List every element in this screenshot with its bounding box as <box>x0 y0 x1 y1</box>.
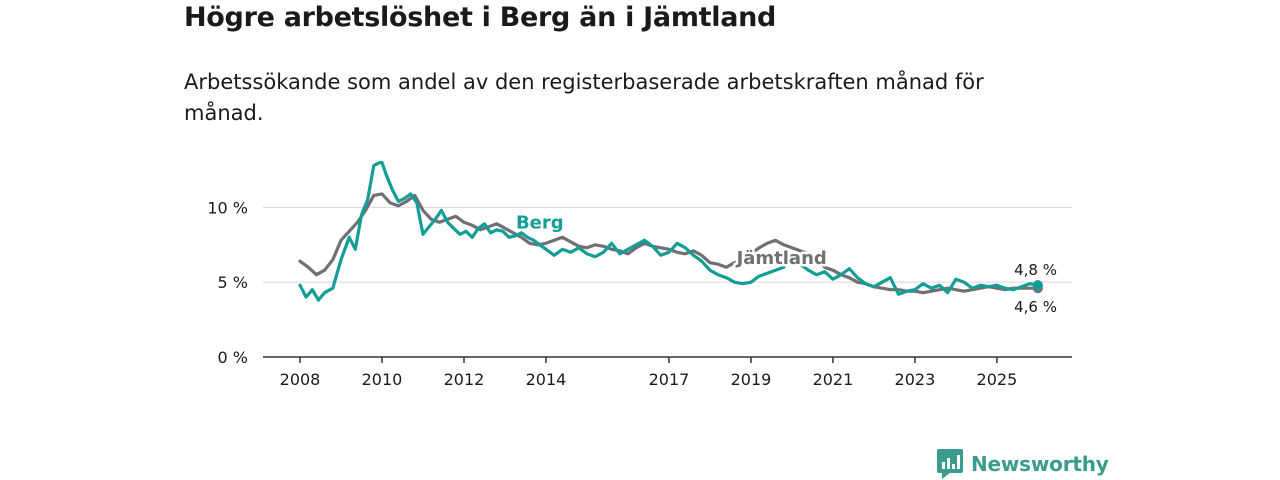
newsworthy-logo-icon <box>937 449 963 479</box>
chart-title: Högre arbetslöshet i Berg än i Jämtland <box>184 2 777 33</box>
series-line-jamtland <box>298 192 1040 295</box>
x-tick-label: 2025 <box>977 370 1018 389</box>
y-tick-label: 0 % <box>218 348 248 367</box>
x-axis: 2008 2010 2012 2014 2017 2019 2021 2023 2025 <box>263 356 1072 389</box>
series-labels: Berg Jämtland 4,8 % 4,6 % <box>513 210 1059 319</box>
x-tick-label: 2019 <box>731 370 772 389</box>
x-tick-label: 2012 <box>444 370 485 389</box>
x-tick-label: 2008 <box>280 370 321 389</box>
grid-lines <box>263 206 1072 283</box>
end-value-label-berg: 4,8 % <box>1014 261 1057 279</box>
x-tick-label: 2014 <box>526 370 567 389</box>
x-tick-label: 2017 <box>649 370 690 389</box>
y-tick-label: 10 % <box>207 198 248 217</box>
series-end-point <box>1032 280 1043 291</box>
brand-logo: Newsworthy <box>937 448 1109 480</box>
x-tick-label: 2023 <box>895 370 936 389</box>
y-tick-label: 5 % <box>218 273 248 292</box>
series-label-jamtland: Jämtland <box>735 248 827 269</box>
x-tick-label: 2021 <box>813 370 854 389</box>
chart-subtitle: Arbetssökande som andel av den registerb… <box>184 70 984 125</box>
x-tick-label: 2010 <box>362 370 403 389</box>
brand-name: Newsworthy <box>971 452 1109 476</box>
end-value-label-jamtland: 4,6 % <box>1014 298 1057 316</box>
series-label-berg: Berg <box>516 212 564 233</box>
y-axis: 0 % 5 % 10 % <box>207 198 248 367</box>
series-line-berg <box>298 160 1040 302</box>
series-lines <box>298 160 1043 302</box>
